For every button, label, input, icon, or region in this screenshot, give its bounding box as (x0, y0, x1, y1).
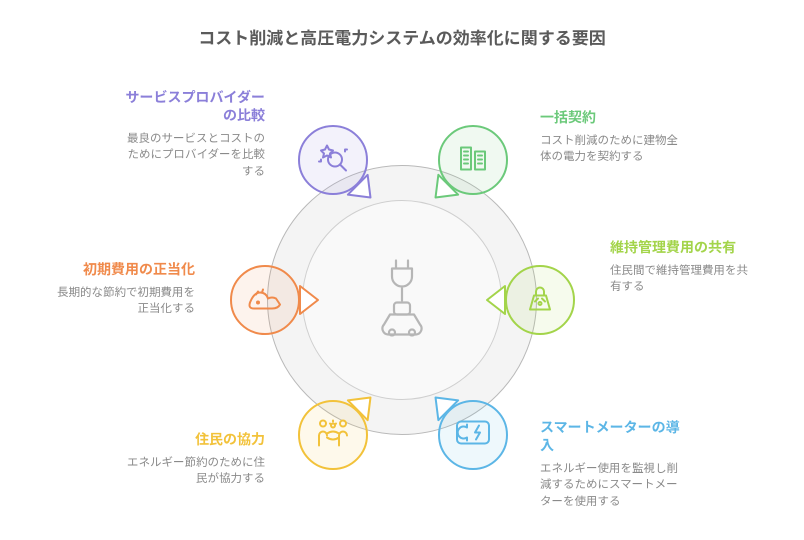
node-share (505, 265, 575, 335)
node-share-text: 維持管理費用の共有住民間で維持管理費用を共有する (610, 238, 750, 294)
diagram-stage: コスト削減と高圧電力システムの効率化に関する要因 サービスプロバイダーの比較最良… (0, 0, 804, 540)
node-coop-text: 住民の協力エネルギー節約のために住民が協力する (125, 430, 265, 486)
node-justify-circle (230, 265, 300, 335)
node-compare-circle (298, 125, 368, 195)
node-smart-circle (438, 400, 508, 470)
node-smart-desc: エネルギー使用を監視し削減するためにスマートメーターを使用する (540, 460, 680, 508)
node-smart (438, 400, 508, 470)
node-compare-desc: 最良のサービスとコストのためにプロバイダーを比較する (125, 130, 265, 178)
ev-plug-car-icon (370, 259, 434, 342)
node-share-icon (522, 280, 558, 321)
node-compare-text: サービスプロバイダーの比較最良のサービスとコストのためにプロバイダーを比較する (125, 88, 265, 179)
node-coop-circle (298, 400, 368, 470)
node-share-desc: 住民間で維持管理費用を共有する (610, 262, 750, 294)
node-coop-icon (313, 416, 353, 455)
node-bulk-text: 一括契約コスト削減のために建物全体の電力を契約する (540, 108, 680, 164)
node-justify-desc: 長期的な節約で初期費用を正当化する (55, 284, 195, 316)
node-justify (230, 265, 300, 335)
node-share-heading: 維持管理費用の共有 (610, 238, 750, 256)
node-bulk (438, 125, 508, 195)
node-share-circle (505, 265, 575, 335)
node-coop-desc: エネルギー節約のために住民が協力する (125, 454, 265, 486)
diagram-title: コスト削減と高圧電力システムの効率化に関する要因 (0, 24, 804, 49)
node-smart-text: スマートメーターの導入エネルギー使用を監視し削減するためにスマートメーターを使用… (540, 418, 680, 509)
node-bulk-heading: 一括契約 (540, 108, 680, 126)
node-bulk-circle (438, 125, 508, 195)
node-compare (298, 125, 368, 195)
node-coop-heading: 住民の協力 (125, 430, 265, 448)
node-justify-heading: 初期費用の正当化 (55, 260, 195, 278)
node-bulk-icon (455, 140, 491, 181)
node-justify-text: 初期費用の正当化長期的な節約で初期費用を正当化する (55, 260, 195, 316)
node-smart-icon (453, 418, 493, 453)
node-justify-icon (246, 283, 284, 318)
node-compare-heading: サービスプロバイダーの比較 (125, 88, 265, 124)
node-smart-heading: スマートメーターの導入 (540, 418, 680, 454)
node-coop (298, 400, 368, 470)
node-bulk-desc: コスト削減のために建物全体の電力を契約する (540, 132, 680, 164)
node-compare-icon (315, 140, 351, 181)
